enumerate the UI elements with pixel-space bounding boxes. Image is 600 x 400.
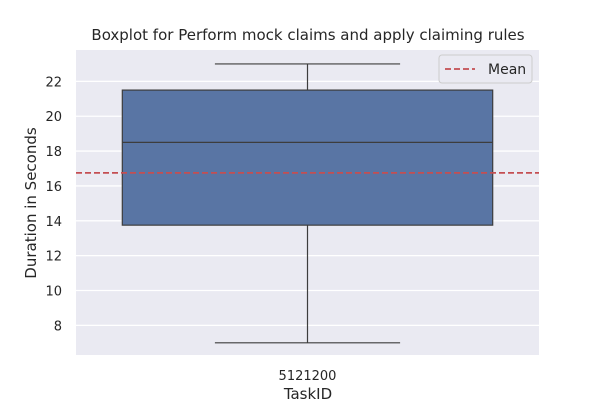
y-tick-label: 14 — [45, 215, 62, 230]
x-tick-label: 5121200 — [279, 369, 337, 384]
legend-mean-label: Mean — [488, 62, 526, 78]
x-axis-ticks: 5121200 — [279, 369, 337, 384]
legend: Mean — [438, 54, 533, 84]
y-axis-ticks: 8 10 12 14 16 18 20 22 — [45, 75, 62, 334]
y-axis-label: Duration in Seconds — [22, 127, 40, 279]
y-tick-label: 20 — [45, 110, 62, 125]
box-iqr — [121, 89, 494, 226]
legend-frame — [438, 54, 533, 84]
y-tick-label: 8 — [54, 319, 62, 334]
y-tick-label: 12 — [45, 250, 62, 265]
x-axis-label: TaskID — [283, 385, 332, 400]
chart-title: Boxplot for Perform mock claims and appl… — [91, 26, 524, 44]
y-tick-label: 16 — [45, 180, 62, 195]
y-tick-label: 18 — [45, 145, 62, 160]
y-tick-label: 10 — [45, 285, 62, 300]
y-tick-label: 22 — [45, 75, 62, 90]
boxes — [121, 63, 494, 344]
